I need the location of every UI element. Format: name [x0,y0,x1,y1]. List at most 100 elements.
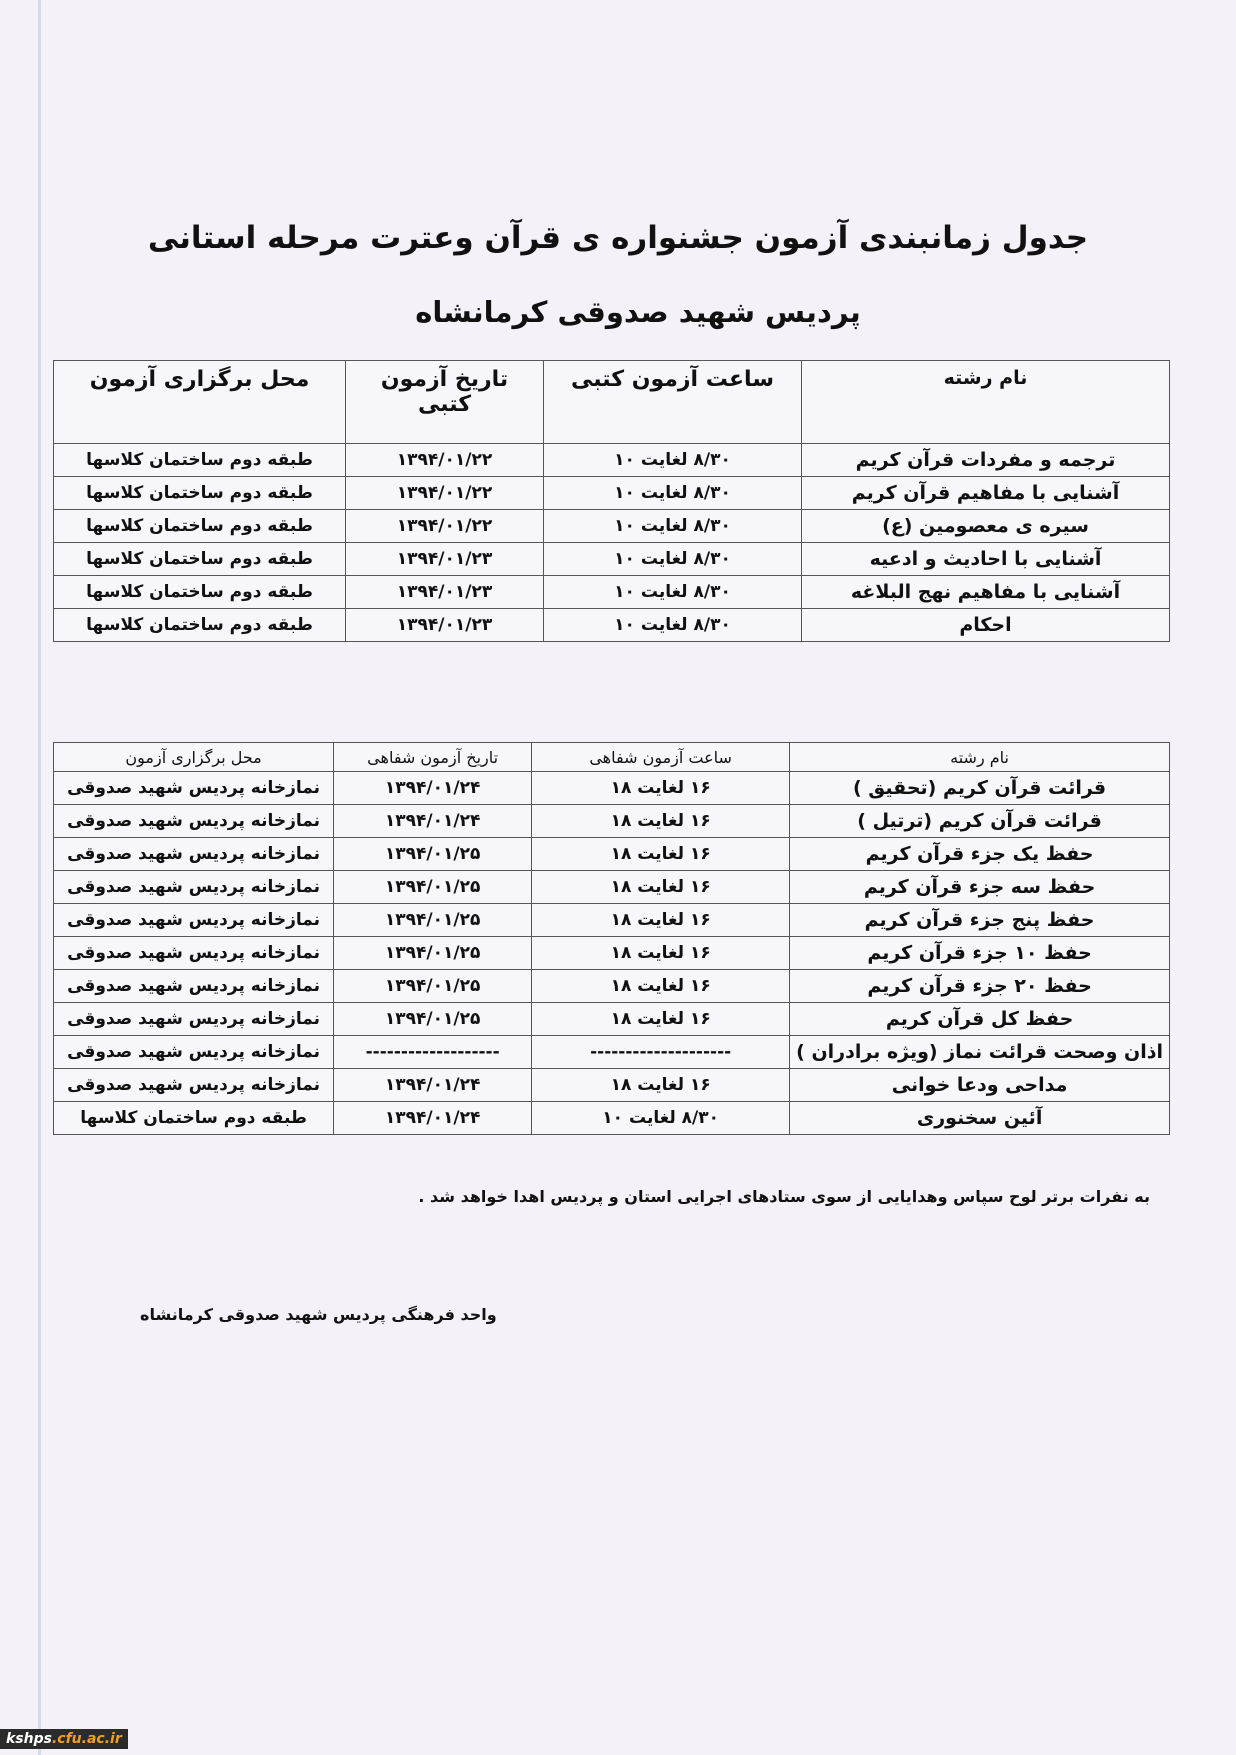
cell-date: ۱۳۹۴/۰۱/۲۳ [345,608,544,642]
cell-place: نمازخانه پردیس شهید صدوقی [52,936,335,970]
table-row: قرائت قرآن کریم (ترتیل ) ۱۶ لغایت ۱۸ ۱۳۹۴/… [52,804,1170,838]
cell-date: ۱۳۹۴/۰۱/۲۴ [333,771,533,805]
cell-time: ۱۶ لغایت ۱۸ [531,804,791,838]
watermark-part2: .cfu.ac.ir [51,1731,122,1747]
table-row: مداحی ودعا خوانی ۱۶ لغایت ۱۸ ۱۳۹۴/۰۱/۲۴ نما… [52,1068,1170,1102]
watermark: kshps.cfu.ac.ir [0,1729,128,1749]
oral-exam-table: نام رشته ساعت آزمون شفاهی تاریخ آزمون شف… [52,742,1170,1135]
cell-date: ۱۳۹۴/۰۱/۲۴ [333,1101,533,1135]
table-row: حفظ ۲۰ جزء قرآن کریم ۱۶ لغایت ۱۸ ۱۳۹۴/۰۱/۲… [52,969,1170,1003]
cell-place: نمازخانه پردیس شهید صدوقی [52,1002,335,1036]
cell-field: آئین سخنوری [789,1101,1170,1135]
cell-date: ۱۳۹۴/۰۱/۲۳ [345,575,544,609]
cell-date: ۱۳۹۴/۰۱/۲۵ [333,969,533,1003]
cell-time: ۱۶ لغایت ۱۸ [531,1068,791,1102]
cell-field: قرائت قرآن کریم (تحقیق ) [789,771,1170,805]
cell-field: احکام [801,608,1170,642]
cell-time: ۸/۳۰ لغایت ۱۰ [543,542,802,576]
cell-place: طبقه دوم ساختمان کلاسها [53,608,346,642]
cell-field: حفظ کل قرآن کریم [789,1002,1170,1036]
header-field: نام رشته [789,742,1170,772]
table-header-row: نام رشته ساعت آزمون کتبی تاریخ آزمون کتب… [53,360,1170,444]
header-place: محل برگزاری آزمون [53,360,346,444]
table-row: حفظ کل قرآن کریم ۱۶ لغایت ۱۸ ۱۳۹۴/۰۱/۲۵ نما… [52,1002,1170,1036]
cell-place: طبقه دوم ساختمان کلاسها [53,575,346,609]
cell-time: ۱۶ لغایت ۱۸ [531,1002,791,1036]
cell-date: ۱۳۹۴/۰۱/۲۲ [345,443,544,477]
header-date: تاریخ آزمون شفاهی [333,742,533,772]
cell-date: ۱۳۹۴/۰۱/۲۵ [333,837,533,871]
page-subtitle: پردیس شهید صدوقی کرمانشاه [415,295,861,329]
cell-date: ۱۳۹۴/۰۱/۲۵ [333,870,533,904]
cell-field: سیره ی معصومین (ع) [801,509,1170,543]
table-row: ترجمه و مفردات قرآن کریم ۸/۳۰ لغایت ۱۰ ۱۳۹… [53,443,1170,477]
header-field: نام رشته [801,360,1170,444]
cell-date: ۱۳۹۴/۰۱/۲۲ [345,509,544,543]
table-header-row: نام رشته ساعت آزمون شفاهی تاریخ آزمون شف… [52,742,1170,772]
cell-place: طبقه دوم ساختمان کلاسها [52,1101,335,1135]
cell-time: ۸/۳۰ لغایت ۱۰ [543,608,802,642]
cell-date: ۱۳۹۴/۰۱/۲۳ [345,542,544,576]
header-date: تاریخ آزمون کتبی [345,360,544,444]
cell-place: نمازخانه پردیس شهید صدوقی [52,1068,335,1102]
signature: واحد فرهنگی پردیس شهید صدوقی کرمانشاه [140,1305,497,1324]
cell-place: طبقه دوم ساختمان کلاسها [53,509,346,543]
cell-time: -------------------- [531,1035,791,1069]
cell-field: آشنایی با مفاهیم نهج البلاغه [801,575,1170,609]
cell-field: مداحی ودعا خوانی [789,1068,1170,1102]
table-row: آئین سخنوری ۸/۳۰ لغایت ۱۰ ۱۳۹۴/۰۱/۲۴ طبقه د… [52,1101,1170,1135]
cell-place: نمازخانه پردیس شهید صدوقی [52,837,335,871]
cell-field: ترجمه و مفردات قرآن کریم [801,443,1170,477]
cell-place: نمازخانه پردیس شهید صدوقی [52,969,335,1003]
cell-field: قرائت قرآن کریم (ترتیل ) [789,804,1170,838]
cell-field: حفظ یک جزء قرآن کریم [789,837,1170,871]
cell-field: حفظ ۲۰ جزء قرآن کریم [789,969,1170,1003]
table-row: قرائت قرآن کریم (تحقیق ) ۱۶ لغایت ۱۸ ۱۳۹۴/… [52,771,1170,805]
cell-place: طبقه دوم ساختمان کلاسها [53,476,346,510]
header-time: ساعت آزمون کتبی [543,360,802,444]
cell-time: ۱۶ لغایت ۱۸ [531,969,791,1003]
cell-time: ۸/۳۰ لغایت ۱۰ [531,1101,791,1135]
cell-time: ۱۶ لغایت ۱۸ [531,837,791,871]
table-row: اذان وصحت قرائت نماز (ویژه برادران ) ----… [52,1035,1170,1069]
cell-place: طبقه دوم ساختمان کلاسها [53,443,346,477]
cell-date: ------------------- [333,1035,533,1069]
cell-field: حفظ سه جزء قرآن کریم [789,870,1170,904]
table-row: حفظ سه جزء قرآن کریم ۱۶ لغایت ۱۸ ۱۳۹۴/۰۱/۲… [52,870,1170,904]
cell-time: ۱۶ لغایت ۱۸ [531,936,791,970]
page-title: جدول زمانبندی آزمون جشنواره ی قرآن وعترت… [147,220,1089,256]
written-exam-table: نام رشته ساعت آزمون کتبی تاریخ آزمون کتب… [53,360,1170,642]
table-row: احکام ۸/۳۰ لغایت ۱۰ ۱۳۹۴/۰۱/۲۳ طبقه دوم ساخ… [53,608,1170,642]
cell-field: حفظ ۱۰ جزء قرآن کریم [789,936,1170,970]
cell-time: ۱۶ لغایت ۱۸ [531,771,791,805]
cell-date: ۱۳۹۴/۰۱/۲۵ [333,1002,533,1036]
cell-time: ۱۶ لغایت ۱۸ [531,903,791,937]
cell-date: ۱۳۹۴/۰۱/۲۵ [333,903,533,937]
header-time: ساعت آزمون شفاهی [531,742,791,772]
cell-time: ۸/۳۰ لغایت ۱۰ [543,443,802,477]
table-row: آشنایی با مفاهیم قرآن کریم ۸/۳۰ لغایت ۱۰ ۱… [53,476,1170,510]
table-row: آشنایی با احادیث و ادعیه ۸/۳۰ لغایت ۱۰ ۱۳۹… [53,542,1170,576]
table-row: حفظ یک جزء قرآن کریم ۱۶ لغایت ۱۸ ۱۳۹۴/۰۱/۲… [52,837,1170,871]
header-place: محل برگزاری آزمون [52,742,335,772]
cell-place: نمازخانه پردیس شهید صدوقی [52,870,335,904]
cell-date: ۱۳۹۴/۰۱/۲۴ [333,1068,533,1102]
cell-date: ۱۳۹۴/۰۱/۲۵ [333,936,533,970]
cell-place: نمازخانه پردیس شهید صدوقی [52,1035,335,1069]
cell-place: نمازخانه پردیس شهید صدوقی [52,804,335,838]
cell-time: ۸/۳۰ لغایت ۱۰ [543,476,802,510]
table-row: حفظ ۱۰ جزء قرآن کریم ۱۶ لغایت ۱۸ ۱۳۹۴/۰۱/۲… [52,936,1170,970]
cell-time: ۱۶ لغایت ۱۸ [531,870,791,904]
cell-place: طبقه دوم ساختمان کلاسها [53,542,346,576]
cell-place: نمازخانه پردیس شهید صدوقی [52,771,335,805]
table-row: سیره ی معصومین (ع) ۸/۳۰ لغایت ۱۰ ۱۳۹۴/۰۱/۲… [53,509,1170,543]
cell-date: ۱۳۹۴/۰۱/۲۲ [345,476,544,510]
cell-field: آشنایی با مفاهیم قرآن کریم [801,476,1170,510]
cell-place: نمازخانه پردیس شهید صدوقی [52,903,335,937]
cell-field: اذان وصحت قرائت نماز (ویژه برادران ) [789,1035,1170,1069]
cell-field: حفظ پنج جزء قرآن کریم [789,903,1170,937]
cell-time: ۸/۳۰ لغایت ۱۰ [543,509,802,543]
table-row: حفظ پنج جزء قرآن کریم ۱۶ لغایت ۱۸ ۱۳۹۴/۰۱/… [52,903,1170,937]
cell-field: آشنایی با احادیث و ادعیه [801,542,1170,576]
cell-time: ۸/۳۰ لغایت ۱۰ [543,575,802,609]
